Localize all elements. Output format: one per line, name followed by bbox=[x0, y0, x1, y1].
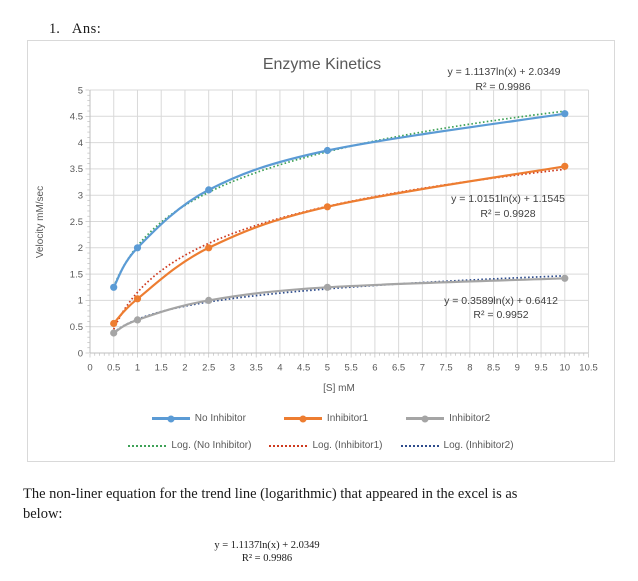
body-line-2: below: bbox=[23, 506, 63, 522]
y-tick-label: 0.5 bbox=[70, 322, 83, 333]
legend-swatch-inhibitor1 bbox=[283, 415, 322, 422]
x-tick-label: 0.5 bbox=[107, 363, 120, 374]
x-tick-label: 10.5 bbox=[579, 363, 598, 374]
y-tick-label: 1 bbox=[78, 296, 83, 307]
legend-label: Inhibitor1 bbox=[326, 413, 369, 424]
data-point-marker-1 bbox=[561, 162, 569, 170]
legend-row-series: No Inhibitor Inhibitor1 Inhibitor2 bbox=[28, 413, 614, 424]
y-tick-label: 3.5 bbox=[70, 164, 83, 175]
answer-label: Ans: bbox=[71, 20, 102, 37]
legend-label: Inhibitor2 bbox=[449, 413, 491, 424]
axis-tick-labels: 0 0.5 1 1.5 2 2.5 3 3.5 4 4.5 5 5.5 6 6.5 7 7.5 8 8.5 9 9.5… bbox=[70, 85, 598, 373]
chart-frame: 0 0.5 1 1.5 2 2.5 3 3.5 4 4.5 5 5.5 6 6.5 7 7.5 8 8.5 9 9.5… bbox=[27, 40, 615, 462]
legend-item-log-inhibitor2: Log. (Inhibitor2) bbox=[400, 440, 514, 451]
data-point-marker-1 bbox=[133, 295, 142, 303]
data-point-marker-2 bbox=[561, 274, 569, 282]
answer-equation-r2: R² = 0.9986 bbox=[241, 552, 293, 564]
x-tick-label: 8 bbox=[467, 363, 472, 374]
marker-dot bbox=[167, 415, 175, 422]
legend-swatch-log-no-inhibitor bbox=[128, 444, 167, 447]
data-point-marker-0 bbox=[133, 244, 142, 252]
x-tick-label: 2.5 bbox=[202, 363, 215, 374]
trendline-equation-no-inhibitor: y = 1.1137ln(x) + 2.0349 bbox=[447, 66, 560, 78]
x-tick-label: 1 bbox=[135, 363, 140, 374]
legend-item-no-inhibitor: No Inhibitor bbox=[151, 413, 246, 424]
legend-label: Log. (No Inhibitor) bbox=[171, 440, 252, 451]
data-point-marker-1 bbox=[323, 203, 331, 211]
legend-label: Log. (Inhibitor1) bbox=[312, 440, 383, 451]
data-point-marker-2 bbox=[110, 329, 118, 337]
list-number: 1. bbox=[49, 20, 60, 37]
trendline-equation-inhibitor1: y = 1.0151ln(x) + 1.1545 bbox=[451, 193, 565, 205]
legend-row-trendlines: Log. (No Inhibitor) Log. (Inhibitor1) Lo… bbox=[28, 440, 614, 451]
legend-swatch-log-inhibitor1 bbox=[269, 444, 308, 447]
marker-dot bbox=[299, 415, 307, 422]
legend-label: No Inhibitor bbox=[194, 413, 246, 424]
axis-ticks bbox=[85, 89, 589, 358]
legend-item-inhibitor1: Inhibitor1 bbox=[283, 413, 369, 424]
data-point-marker-0 bbox=[205, 186, 213, 194]
x-tick-label: 6.5 bbox=[392, 363, 405, 374]
trendline-r2-inhibitor2: R² = 0.9952 bbox=[473, 309, 528, 321]
answer-equation: y = 1.1137ln(x) + 2.0349 bbox=[214, 540, 320, 551]
trendline-curve-2 bbox=[113, 274, 565, 334]
x-tick-label: 1.5 bbox=[155, 363, 168, 374]
body-line-1: The non-liner equation for the trend lin… bbox=[23, 486, 518, 502]
body-paragraph: The non-liner equation for the trend lin… bbox=[23, 484, 615, 524]
marker-dot bbox=[421, 415, 429, 422]
x-tick-label: 5 bbox=[325, 363, 330, 374]
answer-equation-block: y = 1.1137ln(x) + 2.0349 R² = 0.9986 bbox=[0, 540, 534, 565]
legend-item-log-inhibitor1: Log. (Inhibitor1) bbox=[269, 440, 383, 451]
x-tick-label: 6 bbox=[372, 363, 377, 374]
data-point-marker-0 bbox=[110, 283, 118, 291]
y-tick-label: 0 bbox=[78, 348, 83, 359]
x-tick-label: 10 bbox=[560, 363, 571, 374]
data-point-marker-1 bbox=[205, 244, 213, 252]
trendline-r2-no-inhibitor: R² = 0.9986 bbox=[475, 81, 530, 93]
legend-swatch-log-inhibitor2 bbox=[400, 444, 439, 447]
x-tick-label: 4.5 bbox=[297, 363, 310, 374]
x-tick-label: 9.5 bbox=[534, 363, 547, 374]
y-tick-label: 2.5 bbox=[70, 217, 83, 228]
x-tick-label: 3.5 bbox=[250, 363, 263, 374]
legend-swatch-inhibitor2 bbox=[406, 415, 445, 422]
y-tick-label: 4.5 bbox=[70, 112, 83, 123]
data-series bbox=[110, 110, 569, 337]
answer-heading: 1. Ans: bbox=[49, 21, 101, 38]
x-tick-label: 4 bbox=[277, 363, 282, 374]
y-tick-label: 2 bbox=[78, 243, 83, 254]
x-tick-label: 9 bbox=[515, 363, 520, 374]
data-point-marker-0 bbox=[323, 146, 331, 155]
x-tick-label: 7 bbox=[420, 363, 425, 374]
x-tick-label: 0 bbox=[87, 363, 92, 374]
y-tick-label: 3 bbox=[78, 191, 83, 202]
x-tick-label: 7.5 bbox=[439, 363, 452, 374]
trendline-equation-inhibitor2: y = 0.3589ln(x) + 0.6412 bbox=[444, 295, 558, 307]
data-point-marker-2 bbox=[323, 283, 331, 291]
y-axis-title: Velocity mM/sec bbox=[35, 186, 46, 258]
x-tick-label: 5.5 bbox=[345, 363, 358, 374]
legend-swatch-no-inhibitor bbox=[151, 415, 190, 422]
y-tick-label: 5 bbox=[78, 85, 83, 96]
data-point-marker-1 bbox=[110, 319, 118, 328]
x-tick-label: 3 bbox=[230, 363, 235, 374]
x-tick-label: 8.5 bbox=[487, 363, 500, 374]
x-axis-title: [S] mM bbox=[323, 383, 355, 394]
y-tick-label: 4 bbox=[78, 138, 83, 149]
legend-item-log-no-inhibitor: Log. (No Inhibitor) bbox=[128, 440, 251, 451]
x-tick-label: 2 bbox=[182, 363, 187, 374]
trendline-r2-inhibitor1: R² = 0.9928 bbox=[480, 208, 535, 220]
data-point-marker-2 bbox=[205, 296, 213, 304]
chart-svg: 0 0.5 1 1.5 2 2.5 3 3.5 4 4.5 5 5.5 6 6.5 7 7.5 8 8.5 9 9.5… bbox=[35, 56, 598, 394]
data-point-marker-2 bbox=[133, 316, 142, 324]
data-point-marker-0 bbox=[561, 110, 569, 118]
y-tick-label: 1.5 bbox=[70, 269, 83, 280]
legend-item-inhibitor2: Inhibitor2 bbox=[406, 413, 490, 424]
chart-title: Enzyme Kinetics bbox=[263, 56, 381, 73]
legend-label: Log. (Inhibitor2) bbox=[443, 440, 514, 451]
